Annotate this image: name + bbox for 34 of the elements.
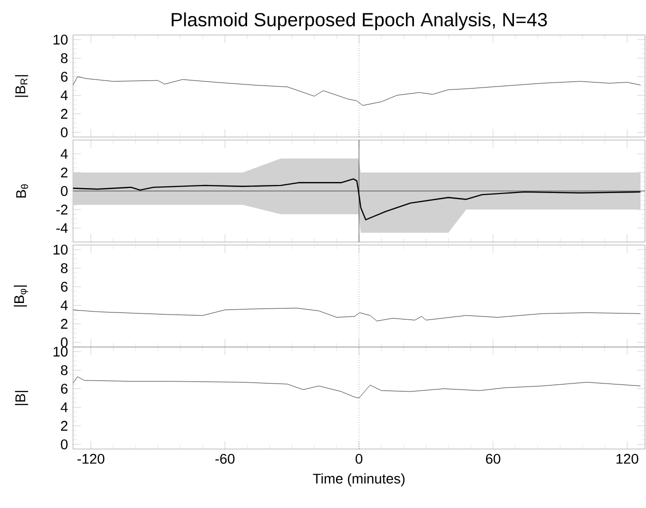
y-axis-title: |B$_{φ}$| [14, 286, 28, 306]
y-tick-label: 2 [61, 168, 68, 178]
y-tick-label: -2 [56, 204, 68, 214]
x-tick-label: 60 [486, 454, 500, 464]
y-tick-label: 8 [60, 263, 68, 274]
y-tick-label: 0 [60, 127, 68, 138]
y-tick-label: 8 [60, 365, 68, 376]
x-tick-label: -120 [77, 454, 104, 464]
y-axis-title: B$_{θ}$ [16, 184, 28, 198]
x-tick-label: 0 [356, 454, 362, 464]
y-tick-label: 10 [54, 346, 68, 357]
y-tick-label: 4 [60, 149, 68, 159]
y-tick-label: 0 [60, 337, 68, 348]
y-axis-title: |B| [15, 390, 28, 406]
y-tick-label: 0 [60, 186, 68, 196]
y-tick-label: 4 [60, 300, 68, 310]
y-tick-label: 0 [60, 439, 68, 450]
x-axis-title: Time (minutes) [312, 473, 405, 486]
y-tick-label: 10 [54, 244, 68, 255]
y-tick-label: 4 [60, 402, 68, 412]
y-tick-label: 2 [61, 108, 68, 119]
y-axis-title: |B$_{R}$| [15, 75, 28, 97]
y-tick-label: 6 [61, 282, 68, 292]
y-tick-label: 2 [61, 318, 68, 329]
x-tick-label: 120 [616, 454, 638, 464]
y-tick-label: 4 [60, 90, 68, 100]
x-tick-label: -60 [215, 454, 234, 464]
y-tick-label: 8 [60, 53, 68, 64]
y-tick-label: 6 [61, 384, 68, 394]
y-tick-label: 2 [61, 420, 68, 431]
y-tick-label: -4 [56, 223, 68, 233]
y-tick-label: 6 [61, 72, 68, 82]
y-tick-label: 10 [54, 34, 68, 45]
chart-title: Plasmoid Superposed Epoch Analysis, N=43 [172, 12, 547, 30]
